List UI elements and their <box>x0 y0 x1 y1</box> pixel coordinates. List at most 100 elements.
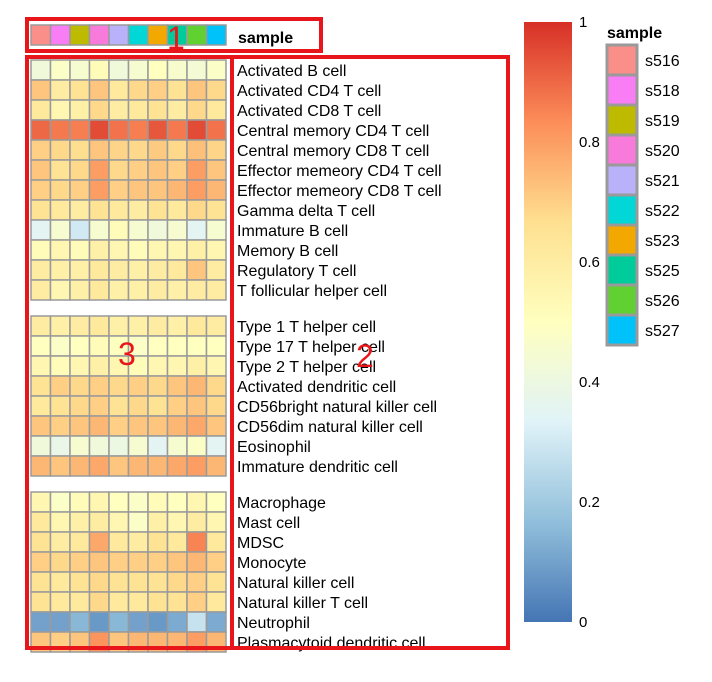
heatmap-cell <box>108 79 130 101</box>
heatmap-cell <box>147 259 169 281</box>
colorbar-ticks: 1 0.8 0.6 0.4 0.2 0 <box>579 14 600 631</box>
heatmap-cell <box>147 179 169 201</box>
row-label: Mast cell <box>237 515 300 532</box>
heatmap-cell <box>166 455 188 477</box>
heatmap-cell <box>88 611 110 633</box>
heatmap-cell <box>49 139 71 161</box>
heatmap-cell <box>30 59 52 81</box>
annotation-cell-s520 <box>88 24 110 46</box>
heatmap-cell <box>108 199 130 221</box>
heatmap-cell <box>108 59 130 81</box>
legend-swatch-s526 <box>605 283 639 317</box>
heatmap-cell <box>30 455 52 477</box>
heatmap-cell <box>127 435 149 457</box>
annotation-cell-s521 <box>108 24 130 46</box>
heatmap-cell <box>127 59 149 81</box>
heatmap-cell <box>205 491 227 513</box>
heatmap-cell <box>205 179 227 201</box>
legend-label: s516 <box>645 53 680 70</box>
heatmap-cell <box>147 491 169 513</box>
row-label: Central memory CD4 T cell <box>237 123 429 140</box>
highlight-box-cells <box>25 55 234 650</box>
heatmap-cell <box>30 159 52 181</box>
heatmap-cell <box>69 611 91 633</box>
heatmap-cell <box>69 219 91 241</box>
heatmap-cell <box>88 79 110 101</box>
heatmap-cell <box>49 491 71 513</box>
heatmap-cell <box>166 395 188 417</box>
heatmap-cell <box>49 59 71 81</box>
colorbar-tick-label: 0 <box>579 614 587 631</box>
heatmap-cell <box>127 611 149 633</box>
heatmap-cell <box>88 491 110 513</box>
heatmap-cell <box>69 259 91 281</box>
legend-swatch-s520 <box>605 133 639 167</box>
heatmap-cell <box>30 571 52 593</box>
heatmap-cell <box>69 551 91 573</box>
heatmap-cell <box>127 511 149 533</box>
heatmap-cell <box>166 315 188 337</box>
heatmap-cell <box>147 455 169 477</box>
heatmap-cell <box>186 395 208 417</box>
heatmap-cell <box>147 591 169 613</box>
highlight-label-2: 2 <box>356 338 374 374</box>
legend-swatch-s522 <box>605 193 639 227</box>
heatmap-cell <box>30 79 52 101</box>
heatmap-cell <box>69 315 91 337</box>
heatmap-cell <box>108 415 130 437</box>
heatmap-cell <box>69 99 91 121</box>
heatmap-cell <box>30 395 52 417</box>
highlight-label-1: 1 <box>167 20 185 56</box>
legend-label: s518 <box>645 83 680 100</box>
heatmap-cell <box>166 259 188 281</box>
heatmap-cell <box>127 99 149 121</box>
heatmap-cell <box>166 435 188 457</box>
heatmap-cell <box>166 199 188 221</box>
heatmap-cell <box>205 79 227 101</box>
heatmap-cell <box>88 219 110 241</box>
heatmap-cell <box>205 355 227 377</box>
heatmap-cell <box>69 395 91 417</box>
heatmap-cell <box>49 611 71 633</box>
sample-annotation-bar <box>30 24 227 46</box>
heatmap-cell <box>186 179 208 201</box>
heatmap-cell <box>30 199 52 221</box>
row-label: Natural killer cell <box>237 575 354 592</box>
heatmap-cell <box>205 435 227 457</box>
heatmap-cell <box>88 571 110 593</box>
heatmap-cell <box>127 375 149 397</box>
heatmap-cell <box>108 179 130 201</box>
heatmap-cell <box>127 395 149 417</box>
heatmap-cell <box>88 119 110 141</box>
heatmap-cell <box>127 455 149 477</box>
heatmap-cell <box>166 79 188 101</box>
heatmap-cell <box>186 159 208 181</box>
heatmap-cell <box>205 139 227 161</box>
heatmap-cell <box>108 159 130 181</box>
heatmap-cell <box>30 611 52 633</box>
row-label: Regulatory T cell <box>237 263 356 280</box>
heatmap-cell <box>147 435 169 457</box>
heatmap-cell <box>147 611 169 633</box>
row-label: Monocyte <box>237 555 306 572</box>
heatmap-cell <box>205 199 227 221</box>
heatmap-cell <box>127 139 149 161</box>
heatmap-cell <box>147 99 169 121</box>
heatmap-cell <box>88 159 110 181</box>
heatmap-cell <box>166 59 188 81</box>
annotation-cell-s519 <box>69 24 91 46</box>
heatmap-cell <box>108 511 130 533</box>
heatmap-cell <box>186 455 208 477</box>
legend-label: s521 <box>645 173 680 190</box>
heatmap-cell <box>147 79 169 101</box>
legend-swatch-s519 <box>605 103 639 137</box>
heatmap-cell <box>186 99 208 121</box>
row-label: T follicular helper cell <box>237 283 387 300</box>
heatmap-cell <box>147 375 169 397</box>
heatmap-cell <box>166 355 188 377</box>
heatmap-cell <box>147 119 169 141</box>
heatmap-cell <box>147 355 169 377</box>
row-label: Activated B cell <box>237 63 346 80</box>
heatmap-cell <box>88 415 110 437</box>
heatmap-cell <box>166 179 188 201</box>
